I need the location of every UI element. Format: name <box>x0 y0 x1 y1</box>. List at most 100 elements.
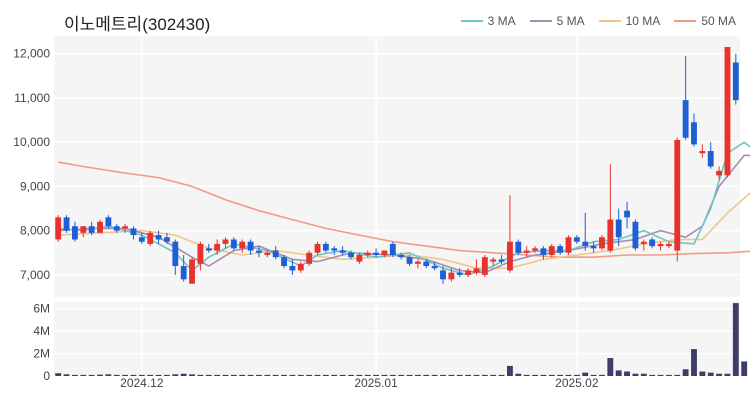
candle-body-72 <box>657 243 664 247</box>
volume-bar-30 <box>306 374 313 376</box>
x-tick-label-1: 2025.01 <box>354 376 398 390</box>
candle-body-43 <box>414 261 421 264</box>
candle-body-52 <box>490 259 497 262</box>
volume-bar-66 <box>607 358 614 376</box>
volume-bar-82 <box>741 361 748 376</box>
volume-bar-32 <box>322 374 329 376</box>
candle-body-49 <box>465 270 472 275</box>
candle-body-36 <box>356 254 363 262</box>
candle-body-80 <box>724 47 731 176</box>
legend-swatch-5ma <box>529 20 552 22</box>
volume-bar-43 <box>414 374 421 376</box>
candle-body-66 <box>607 219 614 251</box>
volume-bar-67 <box>615 370 622 376</box>
volume-bar-36 <box>356 374 363 376</box>
volume-bar-17 <box>197 374 204 376</box>
volume-bar-81 <box>732 303 739 376</box>
candle-body-47 <box>448 272 455 280</box>
candle-body-64 <box>590 246 597 249</box>
volume-bar-12 <box>155 374 162 376</box>
price-panel-background <box>54 36 740 297</box>
volume-bar-34 <box>339 374 346 376</box>
volume-bar-69 <box>632 373 639 376</box>
volume-bar-54 <box>507 365 513 376</box>
candle-body-8 <box>122 226 129 229</box>
volume-bar-20 <box>222 374 229 376</box>
price-tick-label-3: 10,000 <box>13 135 50 149</box>
candle-body-2 <box>71 226 78 240</box>
volume-bar-27 <box>281 374 287 376</box>
volume-bar-79 <box>716 373 723 376</box>
volume-bar-40 <box>389 374 396 376</box>
volume-bar-73 <box>665 374 672 376</box>
candle-body-65 <box>599 237 605 249</box>
volume-bar-29 <box>297 374 304 376</box>
candle-body-18 <box>205 248 212 251</box>
candle-body-38 <box>373 252 380 255</box>
volume-bar-3 <box>80 374 87 376</box>
price-tick-label-1: 8,000 <box>20 224 50 238</box>
candle-body-74 <box>674 139 681 251</box>
volume-bar-74 <box>674 374 681 376</box>
volume-bar-22 <box>239 374 246 376</box>
volume-bar-47 <box>448 374 455 376</box>
volume-bar-38 <box>373 374 380 376</box>
candle-body-62 <box>573 237 580 242</box>
volume-tick-label-2: 4M <box>33 324 50 338</box>
volume-bar-48 <box>456 374 463 376</box>
candle-body-5 <box>97 221 103 233</box>
candle-body-27 <box>281 257 287 267</box>
candle-body-54 <box>507 241 513 271</box>
candle-body-30 <box>306 252 313 264</box>
candle-body-51 <box>481 257 488 275</box>
candle-body-41 <box>398 254 405 258</box>
volume-bar-59 <box>548 374 555 376</box>
volume-bar-26 <box>272 374 279 376</box>
legend-item-50ma: 50 MA <box>674 14 736 28</box>
volume-bar-78 <box>707 372 714 376</box>
legend-swatch-3ma <box>460 20 483 22</box>
candle-body-3 <box>80 226 87 233</box>
candle-body-19 <box>214 243 221 251</box>
candle-body-37 <box>364 252 371 255</box>
legend: 3 MA 5 MA 10 MA 50 MA <box>460 14 736 28</box>
candle-body-57 <box>532 248 538 251</box>
candle-body-71 <box>649 239 656 247</box>
candle-body-16 <box>189 259 195 284</box>
candle-body-55 <box>515 241 522 253</box>
volume-bar-8 <box>122 374 129 376</box>
candle-body-39 <box>381 250 388 255</box>
volume-bar-46 <box>440 374 446 376</box>
legend-item-10ma: 10 MA <box>598 14 660 28</box>
volume-bar-51 <box>481 374 488 376</box>
volume-bar-53 <box>498 374 505 376</box>
candle-body-33 <box>331 248 338 251</box>
candle-body-7 <box>113 226 120 231</box>
legend-item-3ma: 3 MA <box>460 14 516 28</box>
candle-body-26 <box>272 250 279 258</box>
candle-body-4 <box>88 226 95 233</box>
candle-body-46 <box>440 270 446 280</box>
candle-body-69 <box>632 221 639 249</box>
candle-body-11 <box>147 232 154 244</box>
volume-bar-45 <box>431 374 438 376</box>
volume-bar-49 <box>465 374 472 376</box>
candle-body-0 <box>55 217 62 240</box>
candle-body-32 <box>322 243 329 251</box>
candle-body-28 <box>289 266 296 271</box>
candle-body-31 <box>314 243 321 253</box>
volume-bar-7 <box>113 374 120 376</box>
legend-item-5ma: 5 MA <box>529 14 585 28</box>
volume-bar-39 <box>381 374 388 376</box>
legend-label-5ma: 5 MA <box>556 14 585 28</box>
candle-body-58 <box>540 248 547 255</box>
volume-bar-11 <box>147 374 154 376</box>
candle-body-70 <box>640 241 647 244</box>
volume-bar-65 <box>599 374 605 376</box>
volume-bar-80 <box>724 373 731 376</box>
candle-body-22 <box>239 241 246 249</box>
volume-bar-52 <box>490 374 497 376</box>
candle-body-68 <box>624 210 630 218</box>
